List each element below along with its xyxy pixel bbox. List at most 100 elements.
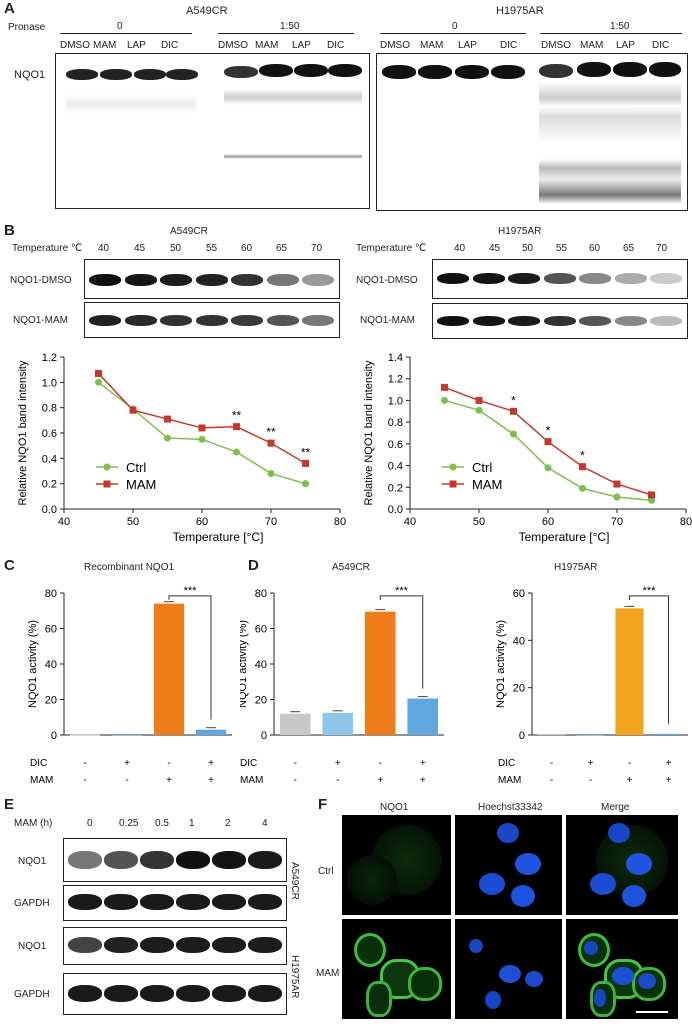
data-point-ctrl <box>544 464 552 472</box>
y-tick-label: 80 <box>45 588 57 600</box>
row-label-dic: DIC <box>30 758 47 769</box>
blot-h1975ar-mam <box>432 303 688 339</box>
time-point-label: 2 <box>225 818 231 829</box>
significance-bracket <box>629 595 669 724</box>
blot-band <box>266 274 299 286</box>
temperature-tick: 55 <box>206 243 218 254</box>
blot-a549cr-pronase <box>55 53 370 209</box>
blot-row-label: GAPDH <box>14 898 50 909</box>
data-point-mam <box>510 407 517 415</box>
blot-band <box>437 273 469 284</box>
bar <box>615 608 644 735</box>
legend-label: Ctrl <box>126 460 146 475</box>
row-label-dic: DIC <box>498 758 515 769</box>
blot-band <box>104 894 138 910</box>
mam-sign: - <box>83 775 86 786</box>
panel-label-e: E <box>4 796 15 813</box>
significance-mark: *** <box>184 585 198 597</box>
row-label-mam: MAM <box>316 968 340 979</box>
dic-sign: - <box>550 758 553 769</box>
data-point-mam <box>198 424 206 432</box>
bar <box>322 712 354 735</box>
side-label-h1975ar: H1975AR <box>289 955 300 999</box>
blot-row-label: NQO1-DMSO <box>356 275 418 286</box>
blot-e-nqo1-h1975ar <box>63 927 287 965</box>
y-tick-label: 60 <box>513 588 525 600</box>
dose-bracket <box>218 33 354 34</box>
lane-label: DIC <box>161 40 179 51</box>
lane-label: DIC <box>652 40 670 51</box>
y-axis-label: NQO1 activity (%) <box>27 620 39 708</box>
dic-sign: + <box>420 758 426 769</box>
blot-band <box>124 274 157 286</box>
bar <box>576 735 605 736</box>
blot-band <box>508 316 540 326</box>
line-chart-a549cr: 40 50 60 70 80 0.0 0.2 0.4 0.6 0.8 1.0 1.2 Temperatu… <box>17 352 346 544</box>
data-point-mam <box>441 383 448 391</box>
x-tick-label: 70 <box>265 516 277 528</box>
significance-mark: * <box>511 393 516 407</box>
blot-band <box>104 985 138 1002</box>
y-tick-label: 80 <box>255 588 267 600</box>
blot-band <box>302 315 334 326</box>
dose-bracket <box>60 33 192 34</box>
temperature-tick: 70 <box>311 243 323 254</box>
panel-d-title-h1975ar: H1975AR <box>554 562 598 573</box>
blot-band <box>231 274 263 286</box>
dic-sign: + <box>124 758 130 769</box>
data-point-ctrl <box>302 480 309 488</box>
x-tick-label: 40 <box>404 516 416 528</box>
temperature-tick: 70 <box>656 243 668 254</box>
time-point-label: 0.5 <box>155 818 169 829</box>
y-tick-label: 0.4 <box>42 453 57 465</box>
temperature-tick: 45 <box>134 243 146 254</box>
bar <box>153 603 185 735</box>
mam-sign: + <box>208 775 214 786</box>
dose-bracket <box>540 33 682 34</box>
mam-sign: - <box>550 775 553 786</box>
lane-label: DMSO <box>541 40 571 51</box>
blot-band <box>176 851 210 869</box>
legend-label: Ctrl <box>472 460 492 475</box>
y-tick-label: 0 <box>519 730 525 742</box>
panel-b-title-h1975ar: H1975AR <box>498 226 542 237</box>
pronase-label: Pronase <box>8 22 46 33</box>
blot-band <box>614 273 647 284</box>
blot-band <box>212 985 246 1002</box>
row-label-dic: DIC <box>240 758 257 769</box>
lane-label: DMSO <box>218 40 248 51</box>
bar-chart-h1975ar: 0 20 40 60 NQO1 activity (%) *** DIC MAM - - + - - + +… <box>495 585 688 786</box>
blot-band <box>89 315 121 326</box>
temperature-tick: 60 <box>589 243 601 254</box>
y-tick-label: 60 <box>45 624 57 636</box>
dic-sign: - <box>379 758 382 769</box>
data-point-mam <box>302 459 309 467</box>
blot-band <box>89 274 121 286</box>
y-tick-label: 0.0 <box>388 504 403 516</box>
dic-sign: + <box>588 758 594 769</box>
blot-band <box>248 937 282 953</box>
temperature-tick: 55 <box>556 243 568 254</box>
lane-label: MAM <box>420 40 444 51</box>
blot-h1975ar-dmso <box>432 259 688 299</box>
image-ctrl-hoechst <box>455 815 562 915</box>
legend-label: MAM <box>472 477 502 492</box>
y-tick-label: 20 <box>45 695 57 707</box>
blot-band <box>140 894 174 910</box>
bar-chart-recombinant: 0 20 40 60 80 NQO1 activity (%) *** DIC MAM - - + - -… <box>27 585 232 786</box>
x-tick-label: 50 <box>473 516 485 528</box>
y-tick-label: 20 <box>513 683 525 695</box>
blot-row-label: NQO1-MAM <box>360 315 415 326</box>
x-tick-label: 80 <box>680 516 692 528</box>
blot-band <box>543 316 576 326</box>
panel-label-f: F <box>318 796 328 813</box>
scale-bar <box>636 1011 668 1013</box>
mam-sign: - <box>125 775 128 786</box>
x-tick-label: 40 <box>58 516 70 528</box>
data-point-ctrl <box>648 496 655 504</box>
data-point-mam <box>544 438 552 446</box>
panel-d-title-a549cr: A549CR <box>332 562 370 573</box>
temperature-tick: 50 <box>170 243 182 254</box>
data-point-ctrl <box>475 406 483 414</box>
dic-sign: - <box>628 758 631 769</box>
